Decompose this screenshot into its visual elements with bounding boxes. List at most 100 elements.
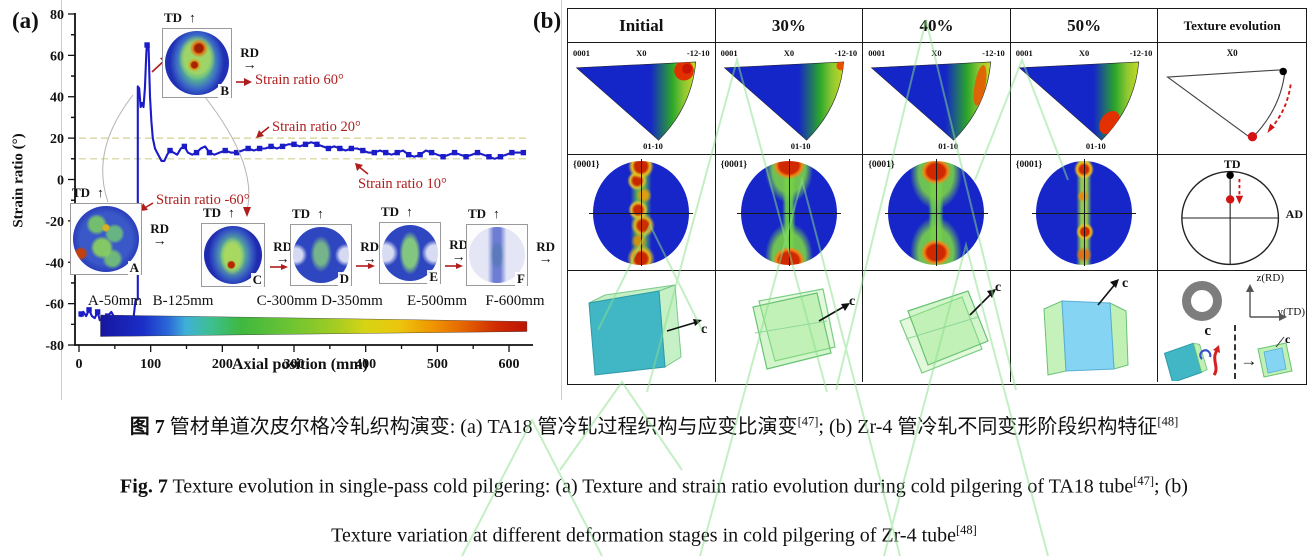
x-axis-label: Axial position (mm)	[232, 356, 368, 373]
pole-figure-inset-f: TD ↑ RD → F	[466, 206, 555, 287]
arrowhead-d-e-icon	[368, 263, 375, 269]
svg-text:-20: -20	[45, 215, 64, 230]
svg-text:40: 40	[50, 91, 64, 106]
arrowhead-c-d-icon	[281, 264, 288, 270]
reference-47: [47]	[1133, 474, 1155, 488]
up-arrow-icon: ↑	[317, 206, 324, 221]
pf-cell-initial: {0001}	[568, 155, 716, 271]
arrowhead-down-icon	[243, 207, 251, 217]
header-40: 40%	[863, 9, 1011, 43]
arrowhead-upleft-icon	[355, 163, 363, 171]
panel-b-label: (b)	[533, 8, 562, 33]
svg-text:-40: -40	[45, 256, 64, 271]
crystal-50: c	[1043, 276, 1129, 376]
crystal-40: c	[899, 280, 1002, 374]
reference-48: [48]	[1157, 414, 1179, 429]
crystal-initial: c	[588, 283, 708, 376]
inset-letter: D	[337, 271, 351, 287]
up-arrow-icon: ↑	[493, 206, 500, 221]
svg-text:100: 100	[140, 357, 161, 372]
up-arrow-icon: ↑	[228, 205, 235, 220]
pole-figure-0001-initial	[589, 159, 694, 266]
svg-text:600: 600	[499, 357, 520, 372]
ipf-cell-40: 0001 X0 -12-10 01-10	[863, 43, 1011, 155]
texture-table: Initial 30% 40% 50% Texture evolution 00…	[567, 8, 1307, 385]
arrowhead-right-icon	[244, 78, 252, 86]
inset-letter: E	[427, 269, 440, 285]
arrowhead-left-icon	[140, 203, 148, 211]
right-arrow-icon: →	[152, 233, 167, 249]
annotation-strain-ratio-10: Strain ratio 10°	[358, 176, 447, 192]
crystal-cell-40: c	[863, 271, 1011, 382]
svg-text:400: 400	[355, 357, 376, 372]
position-label-c: C-300mm	[256, 293, 318, 309]
inset-letter: A	[127, 260, 141, 276]
up-arrow-icon: ↑	[189, 10, 196, 25]
pole-figure-inset-d: TD ↑ RD → D	[290, 206, 379, 287]
caption-english-line1: Fig. 7 Texture evolution in single-pass …	[120, 474, 1188, 498]
arrowhead-e-f-icon	[456, 263, 463, 269]
ipf-cell-initial: 0001 X0 -12-10 01-10	[568, 43, 716, 155]
tilted-crystal-before	[1164, 342, 1221, 381]
inset-letter: C	[250, 272, 264, 288]
caption-english-line2: Texture variation at different deformati…	[331, 523, 977, 547]
pole-figure-inset-b: TD ↑ RD → B	[162, 10, 259, 99]
right-arrow-icon: →	[242, 58, 257, 74]
evolution-pf-cell: TD AD	[1158, 155, 1306, 271]
crystal-cell-initial: c	[568, 271, 716, 382]
tube-cross-section-icon	[1182, 281, 1223, 321]
ipf-cell-50: 0001 X0 -12-10 01-10	[1010, 43, 1159, 155]
right-arrow-icon: →	[275, 251, 290, 267]
svg-text:20: 20	[50, 132, 64, 147]
tilted-crystal-after: c	[1257, 333, 1293, 378]
ipf-triangle-40	[870, 61, 992, 141]
transition-arrow-icon: →	[1240, 351, 1258, 370]
evolution-arrowhead-icon	[1267, 123, 1276, 133]
annotation-arrows-layer	[102, 56, 463, 270]
evolution-ipf-cell: X0	[1158, 43, 1306, 155]
pf-cell-50: {0001}	[1010, 155, 1159, 271]
right-arrow-icon: →	[451, 250, 466, 266]
svg-text:c: c	[849, 294, 855, 309]
pole-figure-inset-c: TD ↑ RD → C	[201, 205, 292, 288]
svg-text:c: c	[1285, 333, 1291, 346]
pf-cell-40: {0001}	[863, 155, 1011, 271]
right-arrow-icon: →	[538, 252, 553, 268]
ipf-triangle-50	[1018, 61, 1139, 141]
pole-figure-a	[73, 206, 139, 272]
header-texture-evolution: Texture evolution	[1158, 9, 1306, 43]
crystal-cell-30: c	[716, 271, 864, 382]
start-orientation-dot	[1279, 67, 1288, 76]
evolution-crystal-cell: z(RD) y(TD) c →	[1158, 271, 1306, 382]
pole-figure-0001-30	[737, 159, 841, 266]
evolution-arrowhead-icon	[1235, 195, 1244, 205]
pf-cell-30: {0001}	[715, 155, 864, 271]
reference-48: [48]	[956, 523, 977, 537]
crystal-30: c	[752, 287, 855, 370]
ipf-cell-30: 0001 X0 -12-10 01-10	[715, 43, 864, 155]
up-arrow-icon: ↑	[97, 185, 104, 200]
red-rotation-arrow-icon	[1213, 348, 1220, 376]
position-label-f: F-600mm	[485, 293, 545, 309]
header-50: 50%	[1010, 9, 1159, 43]
svg-text:500: 500	[427, 357, 448, 372]
crystal-cell-50: c	[1011, 271, 1159, 382]
svg-text:300: 300	[284, 357, 305, 372]
svg-text:80: 80	[50, 8, 64, 23]
header-initial: Initial	[568, 9, 716, 43]
pole-figure-0001-50	[1032, 159, 1136, 266]
c-axis-arrowhead-icon	[1110, 278, 1120, 288]
position-label-a: A-50mm	[87, 293, 143, 309]
end-orientation-dot	[1226, 195, 1235, 204]
arrowhead-downleft-icon	[256, 130, 264, 138]
dashed-divider	[1234, 325, 1237, 379]
pole-figure-0001-40	[884, 159, 989, 266]
position-label-d: D-350mm	[321, 293, 383, 309]
svg-text:60: 60	[50, 49, 64, 64]
svg-text:c: c	[1122, 276, 1128, 291]
annotation-strain-ratio-m60: Strain ratio -60°	[156, 192, 250, 208]
pole-figure-b	[165, 31, 229, 95]
ipf-triangle-30	[723, 61, 844, 141]
